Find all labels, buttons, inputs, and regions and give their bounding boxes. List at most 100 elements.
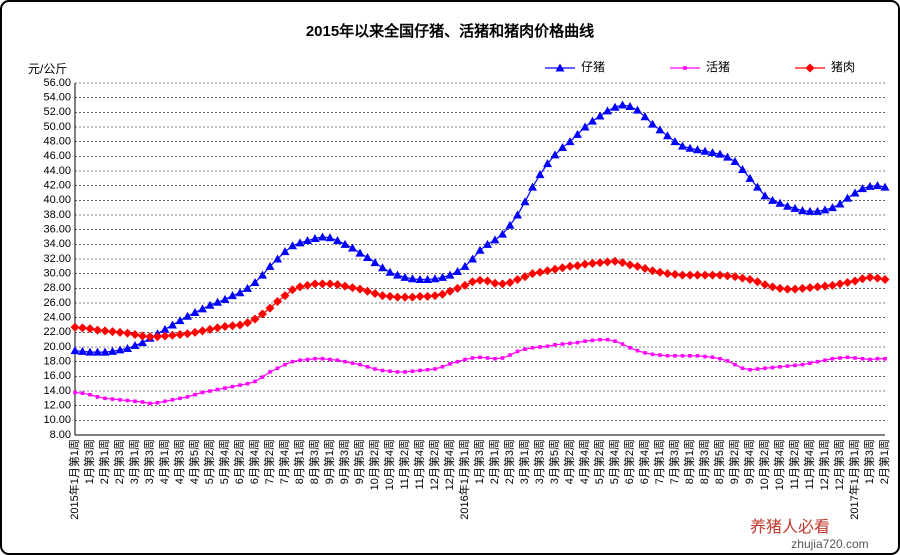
y-tick-label: 26.00	[43, 297, 71, 309]
y-tick-label: 52.00	[43, 106, 71, 118]
legend-marker	[555, 63, 565, 72]
point	[130, 341, 140, 350]
y-tick-label: 10.00	[43, 414, 71, 426]
x-tick-label: 10月第4周	[382, 439, 396, 490]
point	[793, 363, 797, 368]
point	[868, 357, 872, 362]
point	[820, 281, 830, 291]
x-tick-label: 3月第3周	[142, 439, 156, 484]
point	[505, 277, 515, 287]
x-tick-label: 4月第2周	[562, 439, 576, 484]
x-tick-label: 4月第4周	[577, 439, 591, 484]
x-tick-label: 11月第4周	[412, 439, 426, 490]
point	[78, 323, 87, 333]
point	[408, 292, 417, 302]
point	[618, 100, 627, 109]
point	[655, 125, 665, 134]
point	[100, 347, 110, 356]
point	[613, 339, 617, 343]
point	[815, 359, 820, 364]
point	[688, 354, 692, 358]
point	[700, 146, 710, 155]
point	[588, 258, 597, 268]
point	[763, 366, 767, 371]
point	[755, 367, 760, 371]
point	[178, 396, 182, 401]
point	[228, 291, 237, 300]
point	[490, 235, 500, 244]
point	[565, 261, 575, 271]
point	[325, 279, 335, 289]
point	[95, 395, 100, 399]
point	[123, 343, 132, 352]
point	[100, 326, 110, 336]
point	[850, 188, 860, 197]
point	[448, 362, 452, 366]
point	[93, 325, 102, 335]
point	[655, 267, 665, 277]
point	[508, 353, 512, 357]
point	[515, 349, 520, 354]
point	[445, 270, 455, 279]
x-tick-label: 7月第2周	[262, 439, 276, 484]
x-tick-label: 8月第3周	[307, 439, 321, 484]
point	[283, 362, 287, 367]
point	[813, 282, 822, 292]
point	[460, 261, 470, 270]
x-tick-label: 2016年1月第1周	[457, 439, 471, 520]
point	[708, 270, 717, 280]
point	[318, 232, 327, 241]
point	[715, 149, 725, 158]
point	[785, 364, 790, 368]
point	[838, 356, 842, 360]
point	[303, 236, 312, 245]
point	[745, 275, 755, 285]
point	[768, 195, 777, 204]
point	[573, 261, 582, 271]
point	[138, 331, 147, 341]
point	[703, 354, 707, 359]
point	[355, 248, 365, 257]
legend-label: 仔猪	[581, 60, 605, 74]
point	[738, 165, 747, 174]
point	[640, 112, 650, 121]
point	[685, 143, 695, 152]
x-tick-label: 6月第4周	[637, 439, 651, 484]
point	[663, 269, 672, 279]
point	[453, 283, 462, 293]
point	[805, 283, 815, 293]
point	[560, 342, 565, 346]
point	[363, 286, 372, 296]
y-tick-label: 50.00	[43, 121, 71, 133]
point	[783, 284, 792, 294]
y-tick-label: 36.00	[43, 224, 71, 236]
point	[678, 141, 687, 150]
point	[468, 254, 477, 263]
point	[543, 266, 552, 276]
point	[513, 210, 522, 219]
point	[118, 398, 122, 402]
point	[243, 283, 252, 292]
point	[648, 266, 657, 276]
y-tick-label: 34.00	[43, 238, 71, 250]
point	[730, 156, 740, 165]
point	[625, 260, 635, 270]
y-tick-label: 28.00	[43, 282, 71, 294]
point	[790, 284, 800, 294]
point	[223, 386, 227, 390]
point	[198, 304, 207, 313]
point	[423, 291, 432, 301]
point	[678, 270, 687, 280]
point	[745, 173, 755, 182]
point	[753, 277, 762, 287]
point	[770, 365, 775, 370]
x-tick-label: 9月第3周	[337, 439, 351, 484]
point	[175, 316, 185, 325]
x-tick-label: 7月第3周	[667, 439, 681, 484]
point	[618, 258, 627, 268]
point	[388, 369, 392, 373]
point	[108, 346, 117, 355]
point	[873, 273, 882, 283]
point	[835, 279, 845, 289]
point	[340, 281, 350, 291]
